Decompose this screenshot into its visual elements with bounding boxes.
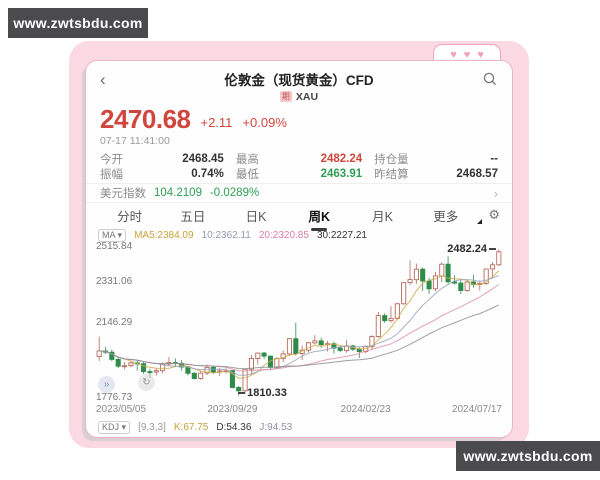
tab-minute[interactable]: 分时 [117, 209, 143, 224]
futures-badge: 期 [279, 91, 292, 102]
kdj-params: [9,3,3] [138, 421, 166, 433]
marker-line [238, 392, 246, 394]
ma-indicator-row: MA ▾ MA5:2384.09 10:2362.11 20:2320.85 3… [86, 227, 512, 242]
y-axis-tick: 2331.06 [96, 276, 133, 288]
watermark-top-left: www.zwtsbdu.com [8, 8, 148, 38]
high-price-marker: 2482.24 [447, 243, 496, 255]
stat-high: 最高 2482.24 [235, 152, 363, 166]
page-title: 伦敦金（现货黄金）CFD [224, 73, 374, 88]
expand-chart-button[interactable]: » [98, 376, 115, 393]
kdj-d-value: D:54.36 [216, 421, 252, 433]
x-axis-tick: 2024/02/23 [340, 404, 391, 415]
tab-five-day[interactable]: 五日 [180, 209, 206, 224]
search-icon[interactable] [482, 71, 498, 87]
y-axis-tick: 2146.29 [96, 316, 133, 328]
app-header: ‹ 伦敦金（现货黄金）CFD [86, 69, 512, 89]
price-row: 2470.68 +2.11 +0.09% [86, 104, 512, 132]
gear-icon[interactable]: ⚙ [488, 207, 500, 222]
tab-monthly-k[interactable]: 月K [372, 209, 393, 224]
kdj-selector-chip[interactable]: KDJ ▾ [98, 420, 131, 434]
period-tab-bar: 分时 五日 日K 周K 月K 更多 ⚙ [86, 202, 512, 227]
stat-low: 最低 2463.91 [235, 167, 363, 181]
heart-icon: ♥ [450, 49, 457, 61]
usd-index-row[interactable]: 美元指数 104.2109 -0.0289% › [86, 183, 512, 202]
ma10-value: 10:2362.11 [201, 229, 251, 241]
stat-open: 今开 2468.45 [100, 152, 224, 166]
last-price: 2470.68 [100, 104, 191, 134]
tab-more[interactable]: 更多 [433, 209, 459, 224]
heart-icon: ♥ [477, 49, 484, 61]
tab-daily-k[interactable]: 日K [245, 209, 267, 224]
ma30-value: 30:2227.21 [316, 229, 367, 241]
back-chevron-icon[interactable]: ‹ [100, 69, 106, 89]
kdj-j-value: J:94.53 [259, 421, 293, 433]
kline-svg [96, 249, 502, 396]
ma5-value: MA5:2384.09 [134, 229, 194, 241]
low-price-marker: 1810.33 [238, 387, 287, 399]
kdj-k-value: K:67.75 [173, 421, 209, 433]
price-change: +2.11 [200, 115, 233, 130]
x-axis-tick: 2023/05/05 [96, 404, 147, 415]
ma-selector-chip[interactable]: MA ▾ [98, 228, 127, 242]
decorative-pink-frame: ♥ ♥ ♥ ‹ 伦敦金（现货黄金）CFD 期 XAU 2470.6 [69, 41, 529, 448]
chevron-right-icon: › [493, 185, 498, 201]
heart-icon: ♥ [463, 49, 471, 61]
y-axis-tick: 2515.84 [96, 241, 133, 252]
marker-line [489, 248, 496, 250]
quote-timestamp: 07-17 11:41:00 [100, 135, 170, 147]
refresh-chart-button[interactable]: ↻ [138, 374, 155, 391]
tab-weekly-k[interactable]: 周K [288, 206, 351, 225]
usd-index-value: 104.2109 [154, 187, 202, 199]
symbol-code: XAU [295, 90, 319, 103]
stat-amplitude: 振幅 0.74% [100, 167, 224, 181]
kdj-indicator-row: KDJ ▾ [9,3,3] K:67.75 D:54.36 J:94.53 [86, 417, 512, 435]
stat-open-interest: 持仓量 -- [374, 152, 498, 166]
more-dropdown-triangle-icon [477, 219, 483, 224]
symbol-line: 期 XAU [86, 89, 512, 104]
stat-prev-settle: 昨结算 2468.57 [374, 167, 498, 181]
y-axis-tick: 1776.73 [96, 392, 133, 403]
x-axis-labels: 2023/05/05 2023/09/29 2024/02/23 2024/07… [96, 404, 502, 417]
stats-grid: 今开 2468.45 最高 2482.24 持仓量 -- 振幅 0.74% 最低 [86, 149, 512, 181]
quote-card: ‹ 伦敦金（现货黄金）CFD 期 XAU 2470.68 +2.11 +0.09… [85, 60, 513, 438]
x-axis-tick: 2023/09/29 [207, 404, 258, 415]
ma20-value: 20:2320.85 [258, 229, 309, 241]
usd-index-change: -0.0289% [209, 187, 260, 199]
kline-chart[interactable]: 2515.84 2331.06 2146.29 1776.73 2482.24 … [96, 241, 502, 403]
watermark-bottom-right: www.zwtsbdu.com [456, 441, 600, 471]
price-change-percent: +0.09% [242, 115, 287, 130]
x-axis-tick: 2024/07/17 [451, 404, 502, 415]
